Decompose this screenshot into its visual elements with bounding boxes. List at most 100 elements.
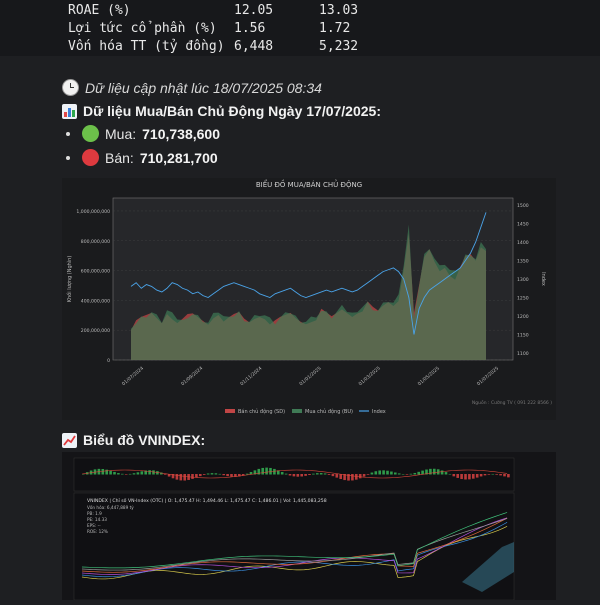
indicator-bar	[273, 468, 276, 475]
indicator-bar	[355, 474, 358, 480]
y2-tick-label: 1450	[517, 222, 529, 228]
financial-stats-panel: ROAE (%) 12.05 13.03 Lợi tức cổ phần (%)…	[0, 0, 600, 56]
indicator-bar	[163, 474, 167, 475]
y-tick-label: 200,000,000	[81, 328, 110, 334]
indicator-bar	[234, 474, 237, 477]
indicator-bar	[113, 471, 116, 475]
indicator-bar	[425, 469, 428, 475]
indicator-bar	[109, 470, 112, 475]
indicator-bar	[140, 471, 144, 475]
x-axis-ticks: 01/07/2024 01/09/2024 01/11/2024 01/01/2025…	[121, 365, 500, 387]
price-panel	[73, 492, 515, 601]
indicator-bar	[452, 474, 456, 477]
y2-tick-label: 1300	[517, 277, 529, 283]
indicator-bar	[390, 471, 393, 475]
x-tick-label: 01/03/2025	[358, 365, 382, 387]
indicator-bar	[269, 467, 272, 475]
indicator-bar	[253, 470, 257, 475]
indicator-bar	[160, 472, 163, 475]
x-tick-label: 01/07/2025	[476, 365, 500, 387]
y2-axis-label: Index	[540, 272, 546, 286]
indicator-bar	[347, 474, 350, 481]
update-text: Dữ liệu cập nhật lúc 18/07/2025 08:34	[85, 79, 322, 96]
indicator-bar	[280, 472, 284, 475]
indicator-bar	[167, 474, 171, 477]
indicator-bar	[202, 474, 206, 475]
indicator-bar	[491, 473, 495, 475]
data-areas	[130, 212, 487, 360]
x-tick-label: 01/01/2025	[298, 365, 322, 387]
indicator-bar	[183, 474, 186, 481]
vnindex-title: Biểu đồ VNINDEX:	[83, 432, 206, 448]
info-line: Vốn hóa: 6,447,889 tỷ	[87, 505, 134, 510]
green-circle-icon	[82, 125, 99, 142]
red-circle-icon	[82, 149, 99, 166]
x-tick-label: 01/07/2024	[121, 365, 145, 387]
x-tick-label: 01/05/2025	[417, 365, 441, 387]
indicator-bar	[433, 468, 436, 475]
indicator-bar	[191, 474, 194, 479]
indicator-bar	[351, 474, 354, 481]
indicator-bar	[238, 474, 241, 477]
indicator-bar	[210, 473, 214, 475]
y2-tick-label: 1500	[517, 203, 529, 209]
cloud-area	[462, 542, 514, 592]
stat-label: Lợi tức cổ phần (%)	[68, 20, 217, 36]
indicator-bar	[483, 474, 487, 476]
indicator-bar	[468, 474, 471, 480]
stat-value: 13.03	[319, 2, 359, 18]
indicator-bar	[362, 474, 366, 477]
indicator-bar	[175, 474, 179, 480]
table-row: Vốn hóa TT (tỷ đồng) 6,448 5,232	[68, 38, 358, 56]
x-tick-label: 01/09/2024	[180, 365, 204, 387]
indicator-bar	[300, 474, 303, 477]
indicator-bar	[472, 474, 475, 479]
indicator-bar	[464, 474, 467, 480]
indicator-bar	[386, 470, 389, 475]
indicator-bar	[335, 474, 339, 478]
indicator-bar	[312, 473, 315, 475]
indicator-bar	[284, 473, 288, 475]
sell-value: 710,281,700	[139, 149, 218, 166]
table-row: Lợi tức cổ phần (%) 1.56 1.72	[68, 20, 358, 38]
indicator-bar	[230, 474, 233, 477]
indicator-bar	[199, 474, 202, 477]
indicator-bar	[460, 474, 463, 480]
x-tick-label: 01/11/2024	[239, 365, 263, 387]
indicator-bar	[331, 474, 335, 477]
indicator-bar	[304, 474, 307, 476]
indicator-bar	[448, 473, 452, 475]
ma-line	[81, 518, 508, 571]
buy-area	[131, 224, 486, 360]
indicator-bar	[475, 474, 479, 478]
bullet-dot	[66, 155, 70, 160]
stat-value: 12.05	[234, 2, 274, 18]
indicator-bar	[308, 474, 311, 475]
indicator-bar	[327, 474, 331, 475]
indicator-bar	[394, 472, 397, 475]
y2-axis-ticks: 1100 1150 1200 1250 1300 1350 1400 1450 1500	[517, 203, 529, 357]
vnindex-chart: VNINDEX | Chỉ số VN-Index (OTC) | O: 1,4…	[62, 452, 556, 601]
y-tick-label: 0	[107, 358, 110, 364]
legend-swatch-buy	[292, 409, 302, 413]
indicator-bar	[265, 467, 268, 475]
legend-swatch-sell	[225, 409, 235, 413]
indicator-bar	[413, 472, 417, 475]
chart-title: BIỂU ĐỒ MUA/BÁN CHỦ ĐỘNG	[256, 179, 362, 189]
indicator-bar	[144, 470, 147, 475]
indicator-bar	[358, 474, 362, 479]
y2-tick-label: 1250	[517, 296, 529, 302]
indicator-bar	[195, 474, 198, 478]
stat-value: 6,448	[234, 38, 274, 54]
price-lines	[81, 512, 514, 592]
indicator-bar	[132, 473, 136, 475]
active-trade-chart: BIỂU ĐỒ MUA/BÁN CHỦ ĐỘNG 0 200,000,000 400…	[62, 178, 556, 420]
y-axis-label: Khối lượng (Nghìn)	[66, 256, 73, 303]
y-tick-label: 1,000,000,000	[76, 209, 110, 215]
indicator-bar	[105, 469, 108, 475]
update-timestamp: Dữ liệu cập nhật lúc 18/07/2025 08:34	[62, 79, 322, 96]
y2-tick-label: 1400	[517, 240, 529, 246]
indicator-bar	[226, 474, 229, 477]
y2-tick-label: 1100	[517, 351, 529, 357]
signal-line	[81, 469, 508, 479]
